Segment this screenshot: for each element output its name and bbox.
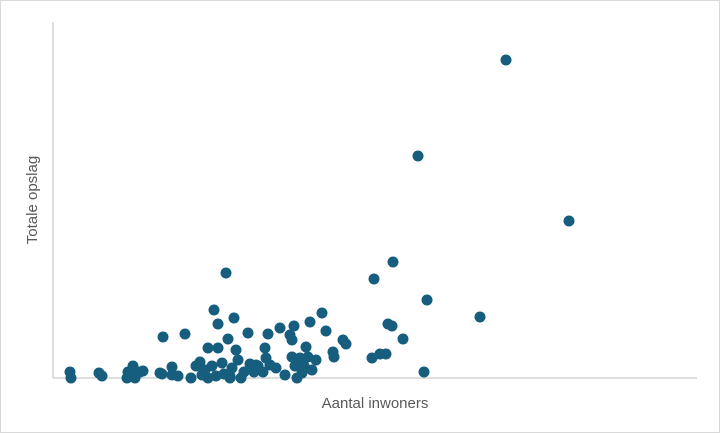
data-point — [228, 312, 240, 324]
data-point — [274, 322, 286, 334]
data-point — [157, 331, 169, 343]
x-axis-title: Aantal inwoners — [322, 395, 429, 412]
data-point — [474, 311, 486, 323]
data-point — [252, 360, 264, 372]
data-point — [328, 351, 340, 363]
data-point — [418, 366, 430, 378]
data-point — [96, 370, 108, 382]
data-point — [386, 320, 398, 332]
data-point — [65, 372, 77, 384]
data-point — [380, 348, 392, 360]
data-point — [179, 328, 191, 340]
data-point — [166, 361, 178, 373]
data-point — [340, 338, 352, 350]
data-point — [387, 256, 399, 268]
data-point — [310, 354, 322, 366]
data-point — [288, 320, 300, 332]
data-point — [185, 372, 197, 384]
data-point — [238, 366, 250, 378]
data-point — [226, 362, 238, 374]
data-point — [500, 54, 512, 66]
y-axis-title: Totale opslag — [24, 156, 41, 244]
data-point — [212, 342, 224, 354]
data-point — [212, 318, 224, 330]
data-point — [320, 325, 332, 337]
data-point — [190, 360, 202, 372]
data-point — [304, 316, 316, 328]
data-point — [300, 341, 312, 353]
data-point — [279, 369, 291, 381]
data-point — [222, 333, 234, 345]
data-point — [220, 267, 232, 279]
data-point — [230, 344, 242, 356]
data-point — [232, 354, 244, 366]
data-point — [368, 273, 380, 285]
data-point — [397, 333, 409, 345]
data-point — [224, 372, 236, 384]
data-point — [412, 150, 424, 162]
data-point — [206, 360, 218, 372]
data-point — [202, 372, 214, 384]
data-point — [216, 357, 228, 369]
data-point — [563, 215, 575, 227]
data-point — [154, 367, 166, 379]
data-point — [286, 351, 298, 363]
data-point — [306, 364, 318, 376]
data-point — [270, 362, 282, 374]
data-point — [172, 370, 184, 382]
data-point — [202, 342, 214, 354]
data-point — [259, 342, 271, 354]
data-point — [289, 360, 301, 372]
data-point — [242, 327, 254, 339]
data-point — [421, 294, 433, 306]
data-point — [262, 328, 274, 340]
data-point — [208, 304, 220, 316]
data-point — [284, 329, 296, 341]
data-point — [134, 366, 146, 378]
data-point — [316, 307, 328, 319]
